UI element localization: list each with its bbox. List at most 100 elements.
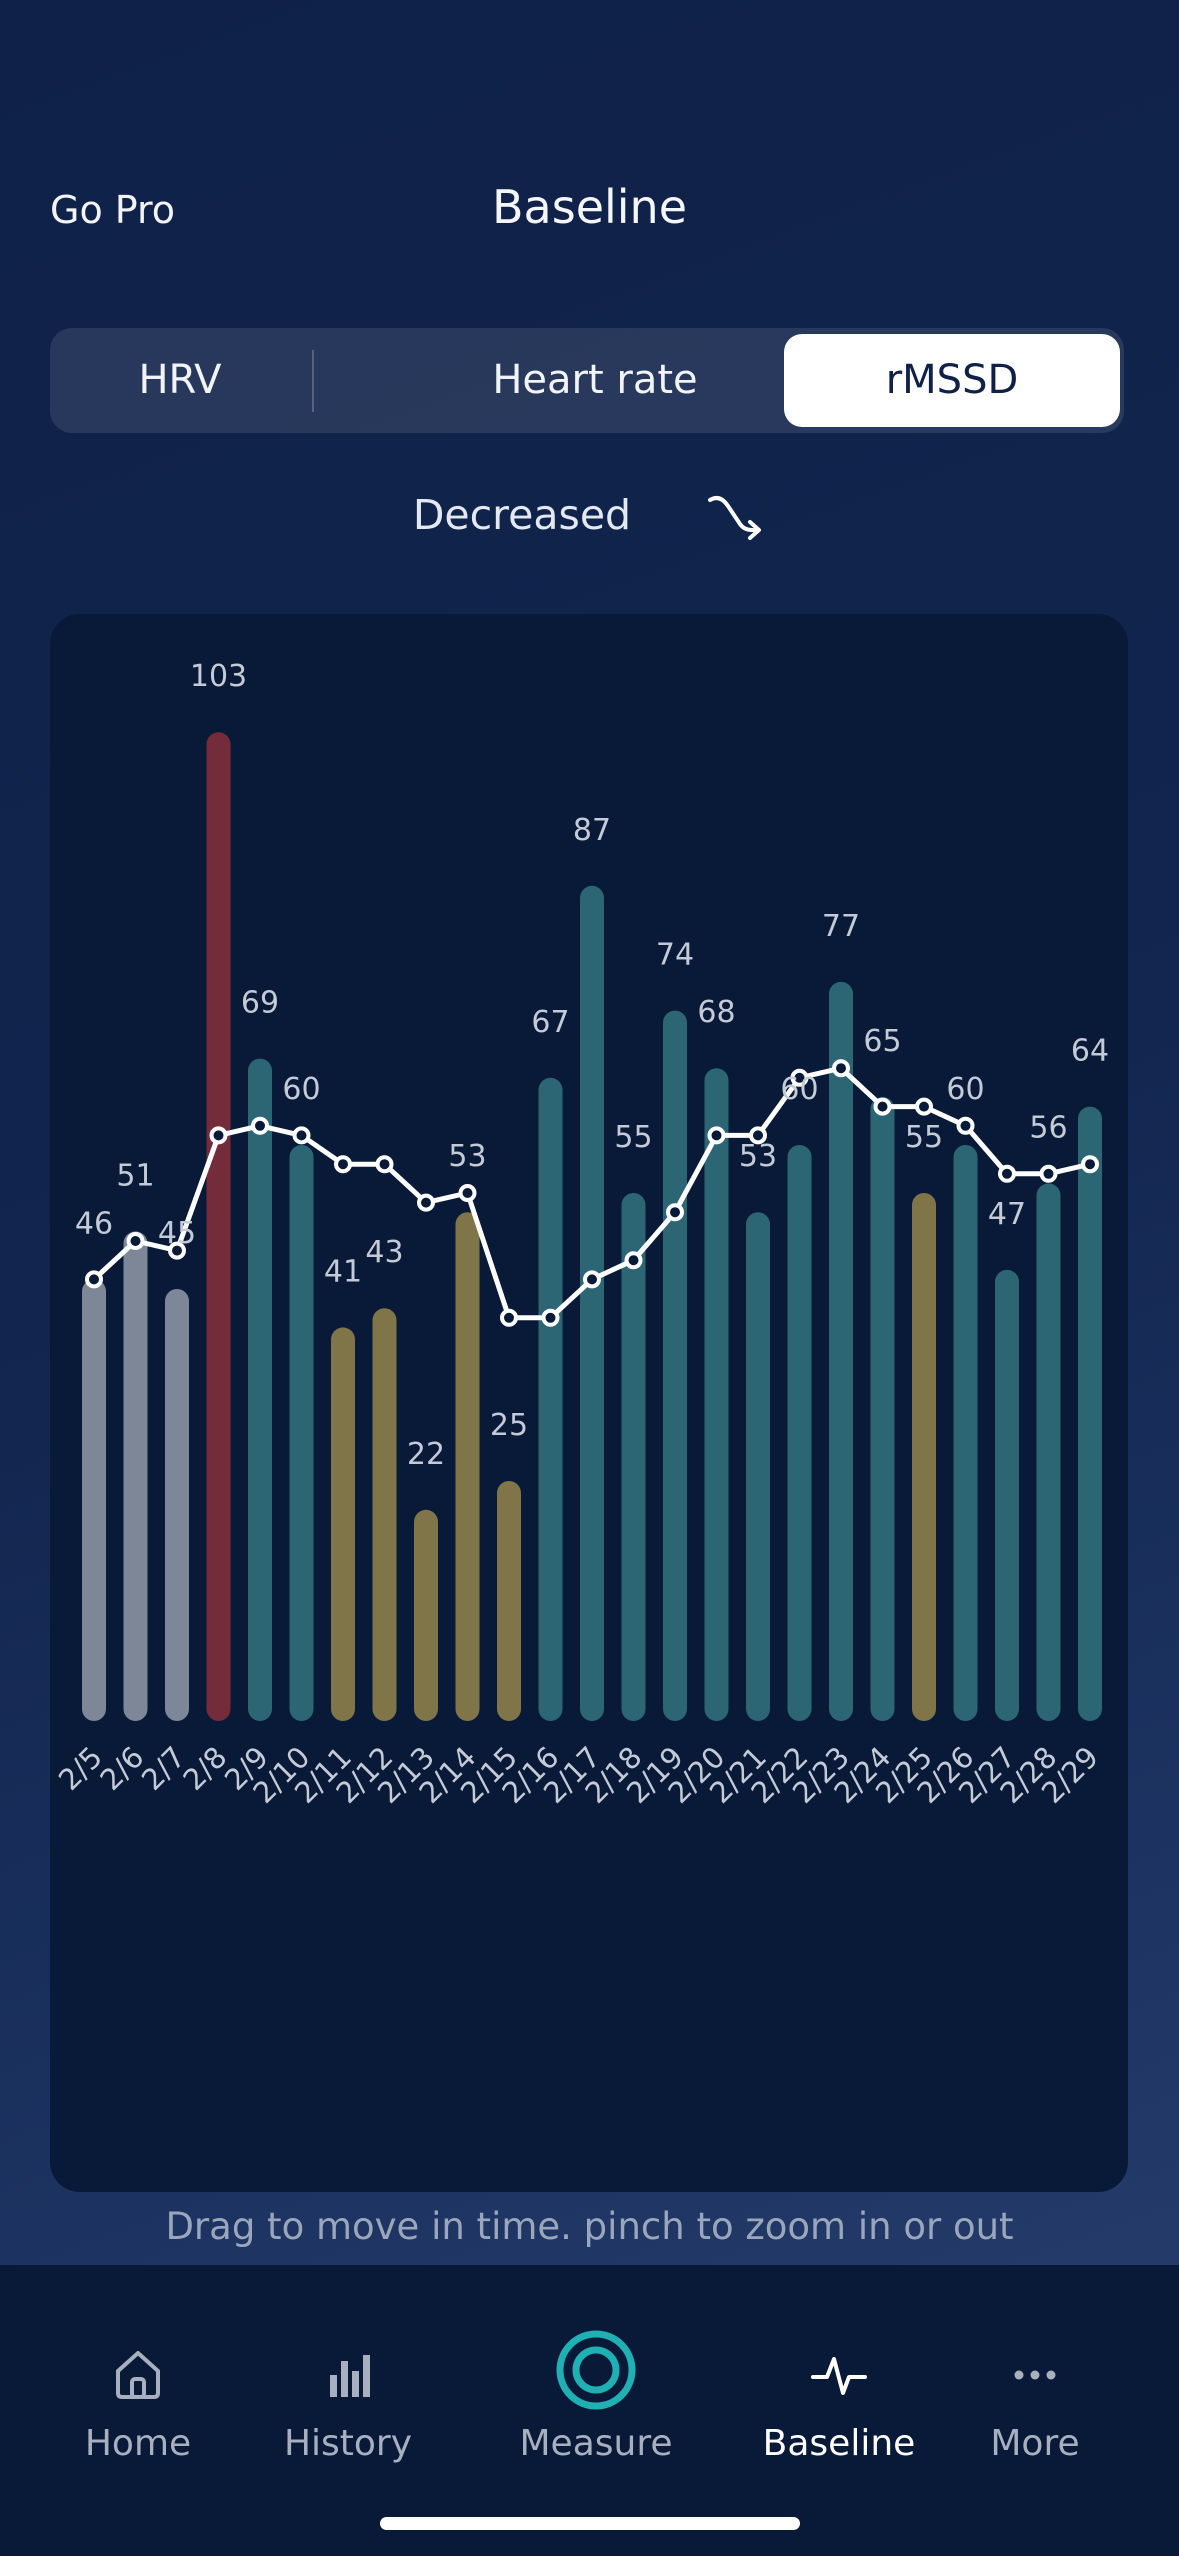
- segment-divider: [312, 350, 314, 412]
- value-label-2/25: 55: [905, 1120, 943, 1155]
- value-label-2/16: 67: [531, 1005, 569, 1040]
- value-label-2/22: 60: [780, 1072, 818, 1107]
- gesture-hint: Drag to move in time. pinch to zoom in o…: [165, 2205, 1014, 2248]
- baseline-point-2/29: [1081, 1155, 1099, 1174]
- bar-2/24: [870, 1097, 895, 1721]
- trend-down-arrow-icon: [708, 496, 762, 540]
- bar-2/11: [331, 1327, 355, 1721]
- tab-measure-label: Measure: [519, 2423, 673, 2464]
- bar-2/26: [953, 1145, 978, 1721]
- bar-2/13: [414, 1509, 438, 1721]
- value-label-2/28: 56: [1029, 1110, 1067, 1145]
- bar-chart-icon: [330, 2355, 370, 2397]
- value-label-2/21: 53: [739, 1139, 777, 1174]
- tab-home-label: Home: [84, 2423, 192, 2464]
- baseline-point-2/21: [749, 1126, 767, 1145]
- baseline-point-2/6: [126, 1232, 145, 1250]
- tab-rmssd[interactable]: rMSSD: [784, 334, 1120, 427]
- baseline-point-2/12: [375, 1155, 394, 1174]
- bar-2/25: [912, 1193, 936, 1721]
- baseline-point-2/7: [168, 1241, 186, 1260]
- home-indicator: [380, 2517, 800, 2530]
- baseline-point-2/8: [209, 1126, 228, 1145]
- value-label-2/18: 55: [614, 1120, 652, 1155]
- baseline-point-2/13: [417, 1193, 435, 1212]
- value-label-2/19: 74: [656, 938, 694, 973]
- metric-segmented-control: HRV Heart rate rMSSD: [50, 328, 1124, 433]
- bottom-tab-bar: Home History Measure Baseline More: [0, 2265, 1179, 2556]
- baseline-point-2/28: [1039, 1164, 1058, 1183]
- value-label-2/17: 87: [573, 813, 611, 848]
- tab-heart-rate[interactable]: Heart rate: [492, 357, 698, 403]
- tab-baseline[interactable]: Baseline: [739, 2325, 939, 2464]
- value-label-2/6: 51: [116, 1158, 154, 1193]
- bar-2/12: [372, 1308, 397, 1721]
- bar-2/7: [165, 1289, 189, 1721]
- value-label-2/24: 65: [863, 1024, 901, 1059]
- bar-2/27: [995, 1269, 1019, 1721]
- value-label-2/13: 22: [407, 1437, 445, 1472]
- bar-2/8: [206, 732, 231, 1721]
- value-label-2/7: 45: [158, 1216, 196, 1251]
- bar-2/9: [248, 1058, 272, 1721]
- baseline-point-2/18: [624, 1251, 643, 1270]
- value-label-2/10: 60: [282, 1072, 320, 1107]
- trend-indicator: Decreased: [0, 490, 1179, 550]
- go-pro-link[interactable]: Go Pro: [50, 188, 176, 232]
- baseline-point-2/17: [583, 1270, 601, 1289]
- header: Go Pro Baseline: [0, 180, 1179, 250]
- baseline-point-2/10: [292, 1126, 311, 1145]
- baseline-point-2/20: [707, 1126, 726, 1145]
- bar-2/18: [621, 1193, 646, 1721]
- tab-measure[interactable]: Measure: [496, 2325, 696, 2464]
- baseline-point-2/11: [334, 1155, 352, 1174]
- bar-2/6: [123, 1231, 148, 1721]
- bar-2/10: [289, 1145, 314, 1721]
- tab-home[interactable]: Home: [38, 2325, 238, 2464]
- value-label-2/20: 68: [697, 995, 735, 1030]
- value-label-2/23: 77: [822, 909, 860, 944]
- value-label-2/12: 43: [365, 1235, 403, 1270]
- tab-history[interactable]: History: [248, 2325, 448, 2464]
- measure-ring-icon: [556, 2330, 636, 2410]
- tab-more[interactable]: More: [935, 2325, 1135, 2464]
- value-label-2/15: 25: [490, 1408, 528, 1443]
- value-label-2/14: 53: [448, 1139, 486, 1174]
- bar-2/28: [1036, 1183, 1061, 1721]
- baseline-point-2/26: [956, 1116, 975, 1135]
- baseline-point-2/25: [915, 1097, 933, 1116]
- rmssd-chart[interactable]: 46 51 45 103 69 60 41 43 22 53 25 67 87 55 74 68 53 60 77 6…: [50, 614, 1128, 2192]
- bar-2/14: [455, 1212, 480, 1721]
- value-label-2/8: 103: [190, 659, 247, 694]
- bar-2/15: [497, 1481, 521, 1721]
- value-label-2/27: 47: [988, 1197, 1026, 1232]
- baseline-point-2/16: [541, 1308, 560, 1327]
- bar-2/22: [787, 1145, 812, 1721]
- baseline-point-2/19: [666, 1203, 684, 1222]
- baseline-point-2/24: [873, 1097, 892, 1116]
- value-label-2/29: 64: [1071, 1034, 1109, 1069]
- bar-2/16: [538, 1077, 563, 1721]
- baseline-point-2/5: [85, 1270, 103, 1289]
- bar-2/20: [704, 1068, 729, 1721]
- pulse-icon: [811, 2357, 867, 2395]
- bar-2/5: [82, 1279, 106, 1721]
- tab-more-label: More: [990, 2423, 1080, 2464]
- tab-hrv[interactable]: HRV: [138, 357, 222, 403]
- value-label-2/9: 69: [241, 986, 279, 1021]
- baseline-point-2/27: [998, 1164, 1016, 1183]
- baseline-point-2/14: [458, 1184, 477, 1202]
- page-title: Baseline: [491, 180, 688, 234]
- chart-svg: 4651451036960414322532567875574685360776…: [52, 659, 1109, 1810]
- value-label-2/11: 41: [324, 1254, 362, 1289]
- bar-2/17: [580, 885, 604, 1721]
- tab-history-label: History: [283, 2423, 413, 2464]
- value-label-2/26: 60: [946, 1072, 984, 1107]
- bar-2/29: [1078, 1106, 1102, 1721]
- value-label-2/5: 46: [75, 1206, 113, 1241]
- baseline-point-2/22: [790, 1068, 809, 1087]
- bar-2/19: [663, 1010, 687, 1721]
- baseline-point-2/23: [832, 1059, 850, 1078]
- bar-2/21: [746, 1212, 770, 1721]
- more-dots-icon: [1014, 2370, 1056, 2380]
